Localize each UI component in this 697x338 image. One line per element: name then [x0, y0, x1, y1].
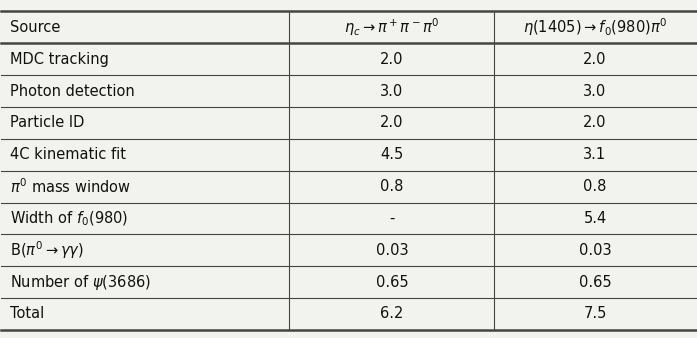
- Text: Width of $f_0(980)$: Width of $f_0(980)$: [10, 209, 128, 228]
- Text: 4.5: 4.5: [381, 147, 404, 162]
- Text: 0.65: 0.65: [579, 275, 611, 290]
- Text: Number of $\psi(3686)$: Number of $\psi(3686)$: [10, 273, 151, 292]
- Text: 0.65: 0.65: [376, 275, 408, 290]
- Text: 3.0: 3.0: [381, 83, 404, 99]
- Text: -: -: [389, 211, 395, 226]
- Text: 0.03: 0.03: [579, 243, 611, 258]
- Text: Photon detection: Photon detection: [10, 83, 135, 99]
- Text: $\eta(1405) \rightarrow f_0(980)\pi^0$: $\eta(1405) \rightarrow f_0(980)\pi^0$: [523, 17, 667, 38]
- Text: 4C kinematic fit: 4C kinematic fit: [10, 147, 125, 162]
- Text: Particle ID: Particle ID: [10, 115, 84, 130]
- Text: $\pi^0$ mass window: $\pi^0$ mass window: [10, 177, 131, 196]
- Text: 2.0: 2.0: [583, 52, 606, 67]
- Text: 3.1: 3.1: [583, 147, 606, 162]
- Text: 6.2: 6.2: [380, 307, 404, 321]
- Text: 2.0: 2.0: [380, 115, 404, 130]
- Text: $\eta_c \rightarrow \pi^+\pi^-\pi^0$: $\eta_c \rightarrow \pi^+\pi^-\pi^0$: [344, 17, 440, 38]
- Text: MDC tracking: MDC tracking: [10, 52, 109, 67]
- Text: 0.8: 0.8: [380, 179, 404, 194]
- Text: 0.03: 0.03: [376, 243, 408, 258]
- Text: B($\pi^0 \rightarrow \gamma\gamma$): B($\pi^0 \rightarrow \gamma\gamma$): [10, 239, 84, 261]
- Text: 3.0: 3.0: [583, 83, 606, 99]
- Text: Total: Total: [10, 307, 44, 321]
- Text: Source: Source: [10, 20, 60, 35]
- Text: 7.5: 7.5: [583, 307, 606, 321]
- Text: 0.8: 0.8: [583, 179, 606, 194]
- Text: 2.0: 2.0: [380, 52, 404, 67]
- Text: 5.4: 5.4: [583, 211, 606, 226]
- Text: 2.0: 2.0: [583, 115, 606, 130]
